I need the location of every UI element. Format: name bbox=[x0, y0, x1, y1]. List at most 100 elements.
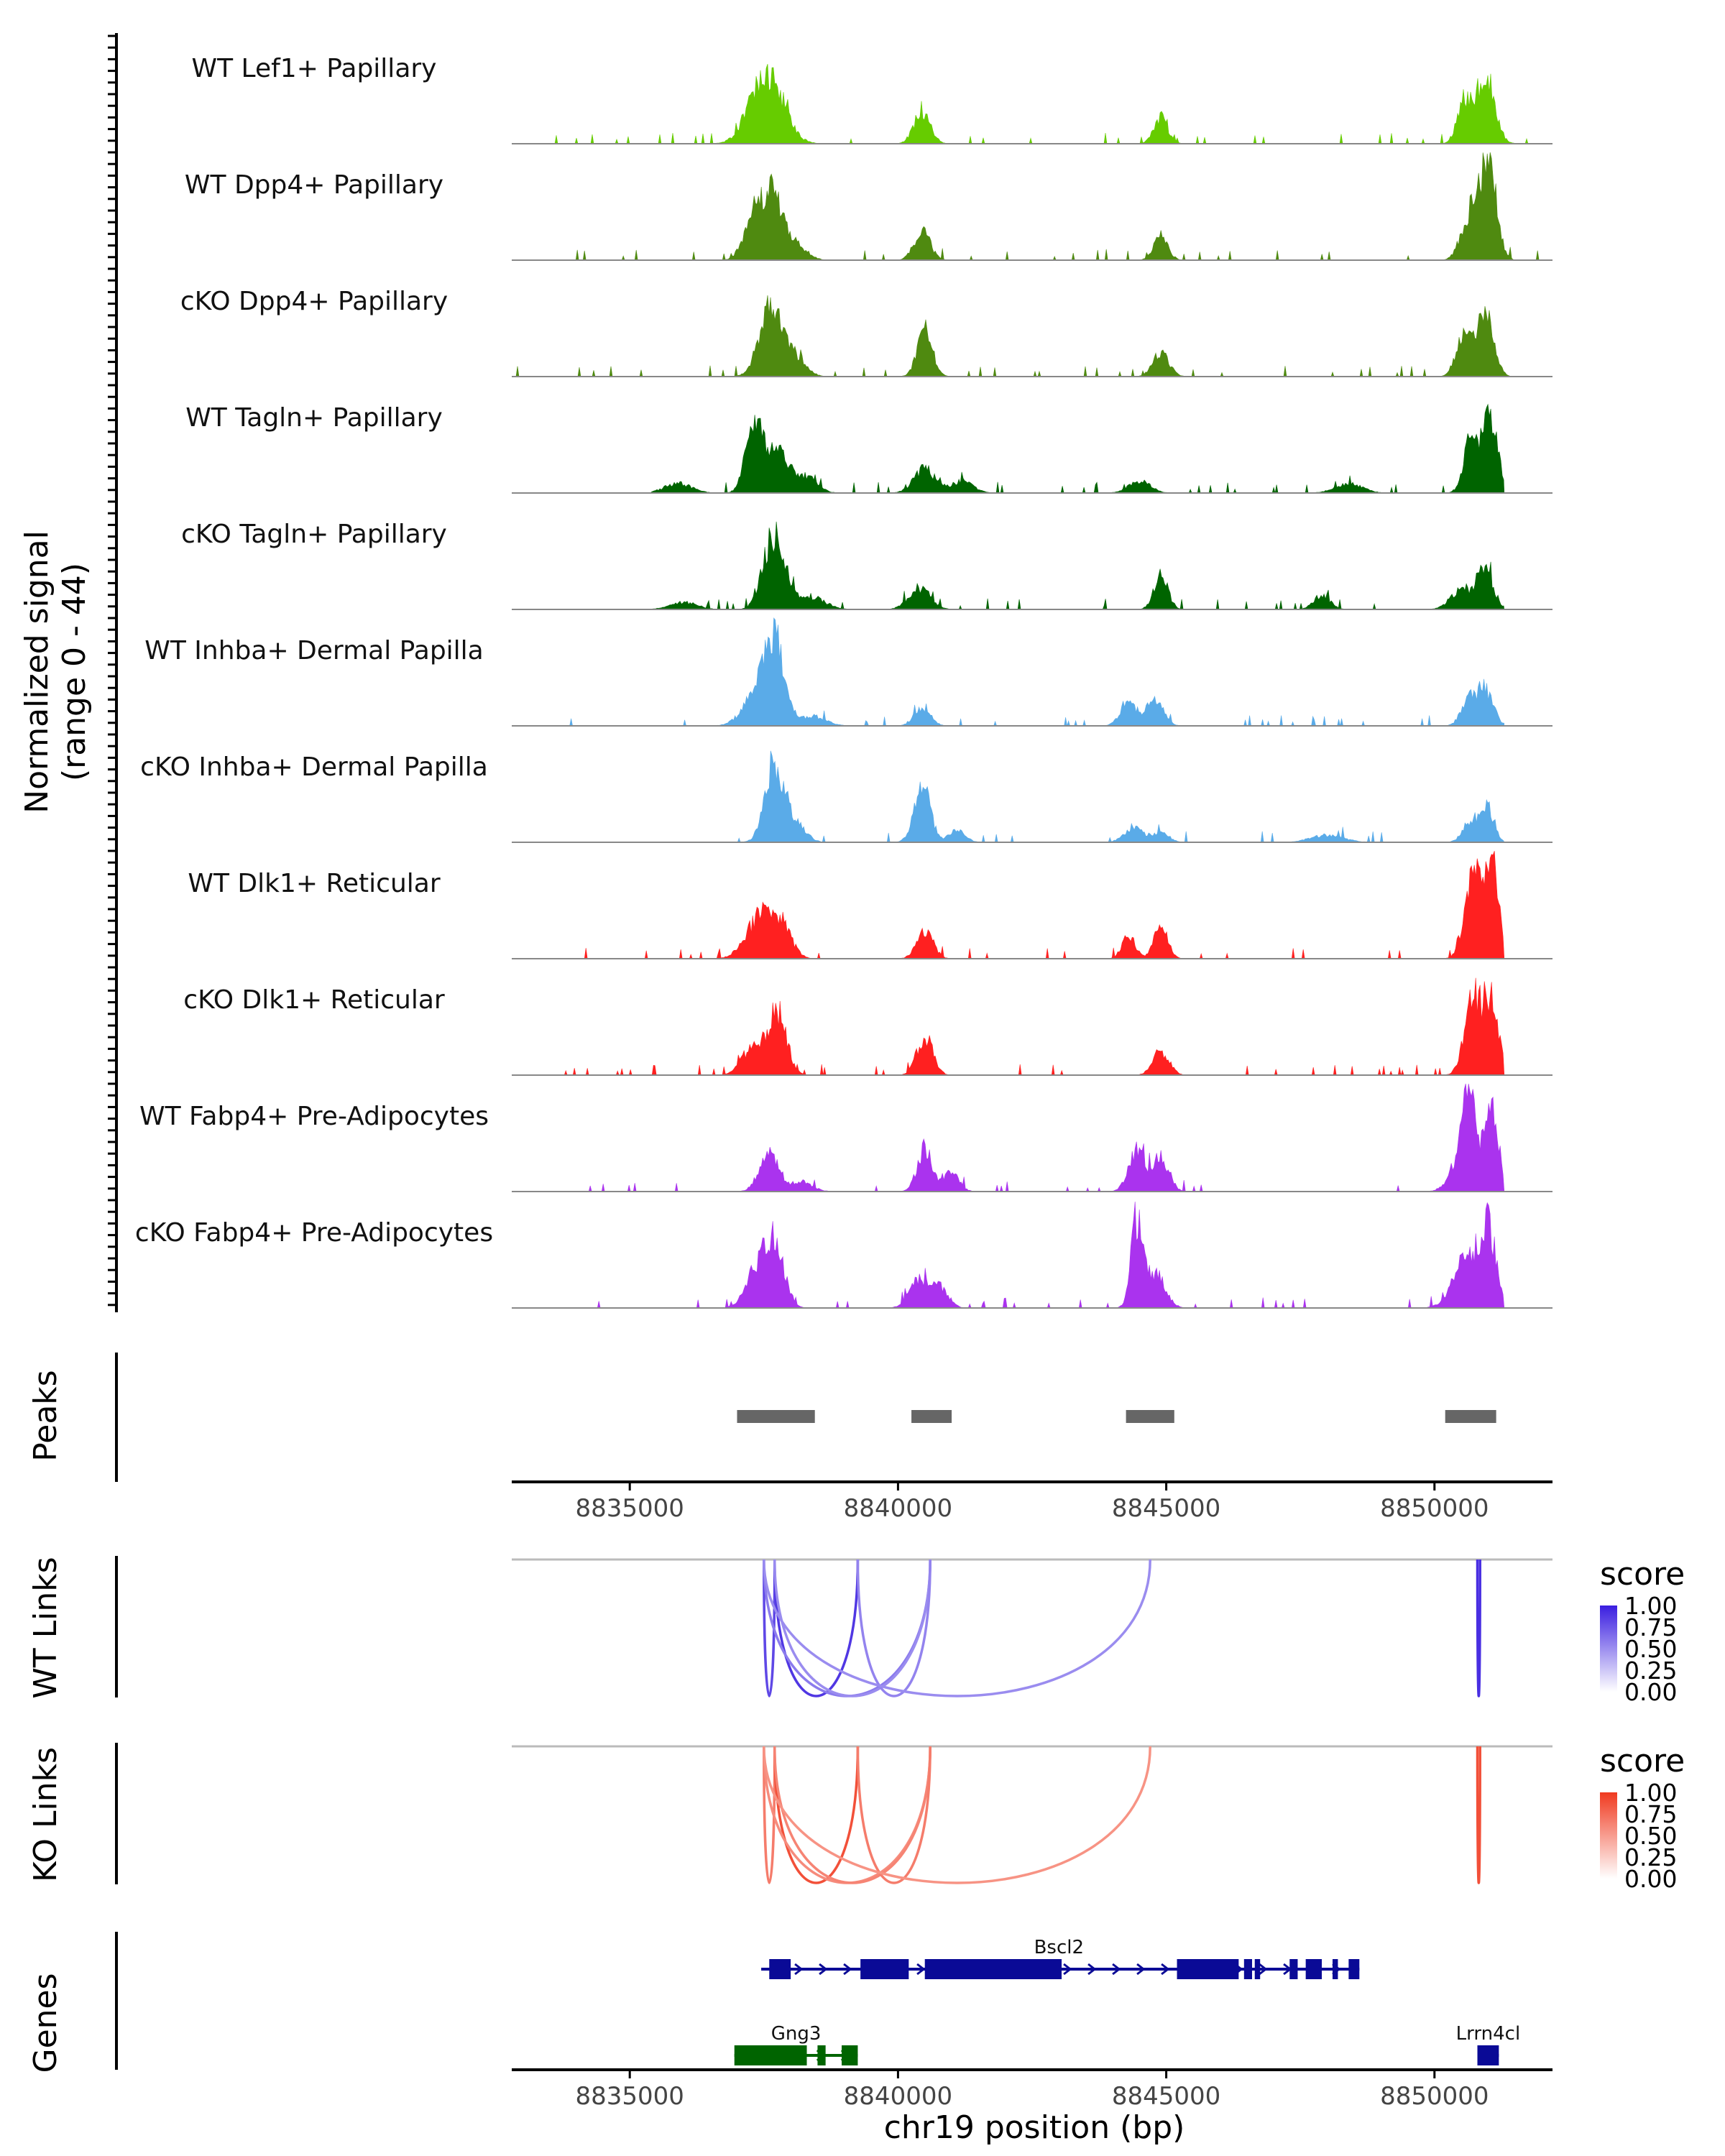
peaks-panel: Peaks bbox=[27, 1353, 1496, 1482]
legend-tick-label: 0.50 bbox=[1624, 1822, 1677, 1850]
coverage-track-3: cKO Dpp4+ Papillary bbox=[180, 287, 1552, 377]
coverage-track-label: WT Fabp4+ Pre-Adipocytes bbox=[139, 1102, 489, 1131]
coverage-track-label: WT Tagln+ Papillary bbox=[185, 403, 443, 433]
coverage-area bbox=[630, 750, 1505, 843]
link-arc bbox=[763, 1559, 1151, 1697]
link-arc bbox=[763, 1746, 776, 1884]
coverage-area bbox=[560, 977, 1505, 1076]
gene-exon bbox=[1289, 1959, 1298, 1979]
gene-exon bbox=[842, 2045, 858, 2065]
strand-arrow bbox=[916, 1963, 926, 1976]
legend-tick-label: 0.25 bbox=[1624, 1843, 1677, 1871]
legend-title: score bbox=[1600, 1556, 1685, 1593]
genes-panel: Genes Bscl2 Gng3 Lrrn4cl bbox=[27, 1932, 1520, 2073]
coverage-track-10: WT Fabp4+ Pre-Adipocytes bbox=[139, 1083, 1552, 1192]
legend-colorbar bbox=[1600, 1606, 1617, 1692]
coverage-track-1: WT Lef1+ Papillary bbox=[192, 54, 1552, 144]
link-arc bbox=[856, 1559, 932, 1697]
legend-colorbar bbox=[1600, 1792, 1617, 1879]
x-axis-bottom: chr19 position (bp) 8835000 8840000 884500… bbox=[512, 2068, 1552, 2146]
gene-exon bbox=[1332, 1959, 1338, 1979]
coverage-area bbox=[560, 1202, 1505, 1309]
coverage-area bbox=[560, 152, 1552, 261]
legend-tick-label: 0.50 bbox=[1624, 1635, 1677, 1663]
strand-arrow bbox=[1087, 1963, 1097, 1976]
coverage-track-9: cKO Dlk1+ Reticular bbox=[183, 977, 1552, 1076]
gene-exon bbox=[817, 2045, 826, 2065]
gene-exon bbox=[1177, 1959, 1239, 1979]
legend-tick-label: 0.75 bbox=[1624, 1613, 1677, 1641]
coverage-track-label: WT Dlk1+ Reticular bbox=[188, 869, 440, 898]
genes-track-label: Genes bbox=[27, 1973, 64, 2073]
link-arc bbox=[773, 1746, 860, 1884]
coverage-panel: Normalized signal (range 0 - 44) WT Lef1… bbox=[19, 33, 1552, 1312]
legend-tick-label: 0.00 bbox=[1624, 1678, 1677, 1706]
link-arc bbox=[1476, 1746, 1481, 1884]
coverage-track-label: cKO Fabp4+ Pre-Adipocytes bbox=[135, 1218, 493, 1248]
links-track-label: KO Links bbox=[27, 1747, 64, 1882]
coverage-track-5: cKO Tagln+ Papillary bbox=[181, 520, 1552, 610]
x-tick-label: 8850000 bbox=[1380, 2082, 1489, 2111]
gene-label: Gng3 bbox=[771, 2023, 822, 2045]
coverage-area bbox=[560, 1083, 1505, 1192]
coverage-ylabel: Normalized signal bbox=[19, 530, 55, 814]
gene-exon bbox=[1305, 1959, 1322, 1979]
link-arc bbox=[773, 1746, 932, 1884]
gene-label: Bscl2 bbox=[1034, 1937, 1084, 1958]
coverage-track-label: cKO Dlk1+ Reticular bbox=[183, 985, 445, 1015]
strand-arrow bbox=[819, 1963, 828, 1976]
strand-arrow bbox=[794, 1963, 804, 1976]
gene-exon bbox=[769, 1959, 791, 1979]
x-axis-title: chr19 position (bp) bbox=[884, 2109, 1185, 2146]
coverage-track-label: cKO Tagln+ Papillary bbox=[181, 520, 447, 549]
coverage-track-4: WT Tagln+ Papillary bbox=[185, 403, 1552, 494]
legend-tick-label: 0.00 bbox=[1624, 1865, 1677, 1893]
strand-arrow bbox=[1259, 1963, 1268, 1976]
x-tick-label: 8835000 bbox=[575, 2082, 684, 2111]
coverage-track-label: cKO Inhba+ Dermal Papilla bbox=[140, 752, 488, 782]
link-arc bbox=[763, 1559, 776, 1697]
link-arc bbox=[773, 1559, 860, 1697]
legend-tick-label: 1.00 bbox=[1624, 1592, 1677, 1620]
coverage-track-label: WT Inhba+ Dermal Papilla bbox=[144, 636, 483, 665]
coverage-track-8: WT Dlk1+ Reticular bbox=[188, 851, 1552, 959]
link-arc bbox=[763, 1559, 932, 1697]
gene-exon bbox=[734, 2045, 807, 2065]
x-tick-label: 8840000 bbox=[844, 2082, 952, 2111]
coverage-track-label: WT Dpp4+ Papillary bbox=[185, 170, 443, 200]
links-track-label: WT Links bbox=[27, 1557, 64, 1698]
peak-region bbox=[1445, 1410, 1496, 1423]
gene-exon bbox=[1477, 2045, 1499, 2065]
link-arc bbox=[763, 1746, 932, 1884]
gene-exon bbox=[860, 1959, 909, 1979]
x-tick-label: 8850000 bbox=[1380, 1494, 1489, 1523]
peaks-track-label: Peaks bbox=[27, 1370, 64, 1461]
gene-bscl2: Bscl2 bbox=[761, 1937, 1360, 1979]
gene-gng3: Gng3 bbox=[734, 2023, 858, 2065]
strand-arrow bbox=[1063, 1963, 1072, 1976]
peak-region bbox=[911, 1410, 952, 1423]
strand-arrow bbox=[1136, 1963, 1146, 1976]
coverage-track-label: cKO Dpp4+ Papillary bbox=[180, 287, 448, 316]
coverage-track-11: cKO Fabp4+ Pre-Adipocytes bbox=[135, 1202, 1552, 1309]
x-tick-label: 8845000 bbox=[1112, 1494, 1220, 1523]
strand-arrow bbox=[843, 1963, 852, 1976]
coverage-track-2: WT Dpp4+ Papillary bbox=[185, 152, 1552, 261]
peak-region bbox=[737, 1410, 815, 1423]
coverage-track-7: cKO Inhba+ Dermal Papilla bbox=[140, 750, 1552, 843]
link-arc bbox=[856, 1746, 932, 1884]
strand-arrow bbox=[1112, 1963, 1121, 1976]
coverage-track-label: WT Lef1+ Papillary bbox=[192, 54, 437, 83]
coverage-area bbox=[560, 851, 1505, 959]
coverage-area bbox=[650, 403, 1505, 494]
gene-exon bbox=[924, 1959, 1062, 1979]
link-arc bbox=[763, 1746, 1151, 1884]
coverage-area bbox=[650, 521, 1505, 610]
coverage-area bbox=[512, 64, 1552, 144]
coverage-ylabel-range: (range 0 - 44) bbox=[56, 563, 93, 781]
